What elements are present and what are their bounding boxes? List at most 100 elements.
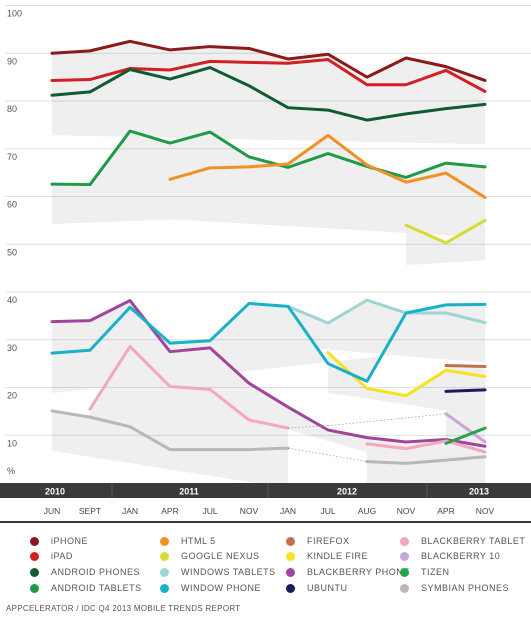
legend-item: ANDROID PHONES (30, 567, 141, 578)
month-label: JAN (122, 506, 138, 516)
legend-label: WINDOW PHONE (181, 583, 261, 593)
legend-color-dot (400, 584, 409, 594)
year-label: 2013 (469, 487, 489, 497)
month-band (0, 498, 531, 522)
y-tick-label: 20 (7, 391, 17, 401)
legend-color-dot (160, 537, 169, 547)
legend-label: ANDROID TABLETS (51, 583, 142, 593)
series-line (50, 57, 487, 93)
legend-color-dot (286, 584, 295, 594)
month-label: NOV (397, 506, 416, 516)
legend-label: BLACKBERRY 10 (421, 551, 501, 561)
series-line (444, 364, 487, 368)
series-line (404, 218, 487, 245)
line-chart: 10 20 30 40 50 60 70 80 90 100% 2010 2011 2012 2013 JU… (0, 5, 531, 523)
legend-color-dot (286, 568, 295, 578)
series-shadow (367, 440, 485, 492)
legend-item: BLACKBERRY PHONE (286, 567, 410, 578)
legend-label: TIZEN (421, 567, 450, 577)
series-line (444, 426, 487, 445)
series-shadow (52, 303, 485, 394)
series-line (444, 412, 487, 444)
legend-color-dot (160, 584, 169, 594)
legend-color-dot (30, 568, 39, 578)
legend-item: FIREFOX (286, 536, 350, 547)
legend-color-dot (400, 568, 409, 578)
y-tick-label: 50 (7, 247, 17, 257)
series-shadow (52, 41, 485, 121)
month-label: JAN (280, 506, 296, 516)
legend-label: FIREFOX (307, 536, 350, 546)
month-label: SEPT (79, 506, 101, 516)
legend-label: iPAD (51, 551, 73, 561)
legend-item: TIZEN (400, 567, 450, 578)
y-tick-label: 70 (7, 152, 17, 162)
series-shadow (170, 135, 485, 238)
y-tick-label: 60 (7, 200, 17, 210)
legend-color-dot (160, 552, 169, 562)
legend-item: iPHONE (30, 536, 89, 547)
series-shadow (52, 67, 485, 145)
series-line (168, 133, 487, 199)
legend-label: iPHONE (51, 536, 89, 546)
legend-item: UBUNTU (286, 583, 348, 594)
series-shadow (52, 131, 485, 225)
y-tick-label: 10 (7, 438, 17, 448)
series-line (50, 39, 487, 82)
month-label: NOV (240, 506, 259, 516)
y-tick-label: 90 (7, 56, 17, 66)
legend-item: BLACKBERRY TABLET (400, 536, 526, 547)
legend-color-dot (400, 537, 409, 547)
month-label: JUL (202, 506, 217, 516)
legend-label: BLACKBERRY PHONE (307, 567, 410, 577)
year-band (0, 483, 531, 498)
legend-item: WINDOWS TABLETS (160, 567, 276, 578)
year-label: 2010 (45, 487, 65, 497)
legend-color-dot (30, 584, 39, 594)
year-label: 2012 (337, 487, 357, 497)
y-tick-label: 40 (7, 295, 17, 305)
legend-item: WINDOW PHONE (160, 583, 261, 594)
legend-item: KINDLE FIRE (286, 551, 369, 562)
series-line (50, 299, 487, 448)
series-line (365, 455, 487, 465)
month-label: APR (161, 506, 178, 516)
series-line (50, 301, 487, 383)
y-tick-label: 100 (7, 9, 22, 19)
month-label: AUG (358, 506, 376, 516)
legend-label: GOOGLE NEXUS (181, 551, 260, 561)
series-shadow (328, 352, 485, 417)
legend-label: ANDROID PHONES (51, 567, 141, 577)
series-line (365, 439, 487, 454)
legend-color-dot (286, 552, 295, 562)
series-line (88, 344, 290, 430)
y-tick-label: 30 (7, 343, 17, 353)
series-shadow (52, 410, 288, 489)
legend-label: SYMBIAN PHONES (421, 583, 510, 593)
footer-source: APPCELERATOR / IDC Q4 2013 MOBILE TRENDS… (6, 604, 241, 613)
legend-color-dot (400, 552, 409, 562)
legend-color-dot (30, 552, 39, 562)
gap-connector (287, 447, 368, 462)
legend-label: KINDLE FIRE (307, 551, 369, 561)
series-shadow (288, 300, 485, 363)
month-label: APR (437, 506, 454, 516)
gap-connector (327, 413, 447, 426)
year-label: 2011 (179, 487, 199, 497)
legend-item: ANDROID TABLETS (30, 583, 142, 594)
legend-color-dot (286, 537, 295, 547)
unit-label: % (7, 466, 15, 476)
line-shadows (52, 41, 485, 502)
legend-label: BLACKBERRY TABLET (421, 536, 526, 546)
legend-item: BLACKBERRY 10 (400, 551, 501, 562)
legend-color-dot (30, 537, 39, 547)
legend-label: UBUNTU (307, 583, 348, 593)
legend-label: HTML 5 (181, 536, 216, 546)
series-line (444, 388, 487, 393)
series-line (50, 66, 487, 122)
legend-color-dot (160, 568, 169, 578)
series-line (50, 129, 487, 187)
series-shadow (90, 346, 288, 469)
month-label: JUN (44, 506, 61, 516)
month-label: JUL (320, 506, 335, 516)
